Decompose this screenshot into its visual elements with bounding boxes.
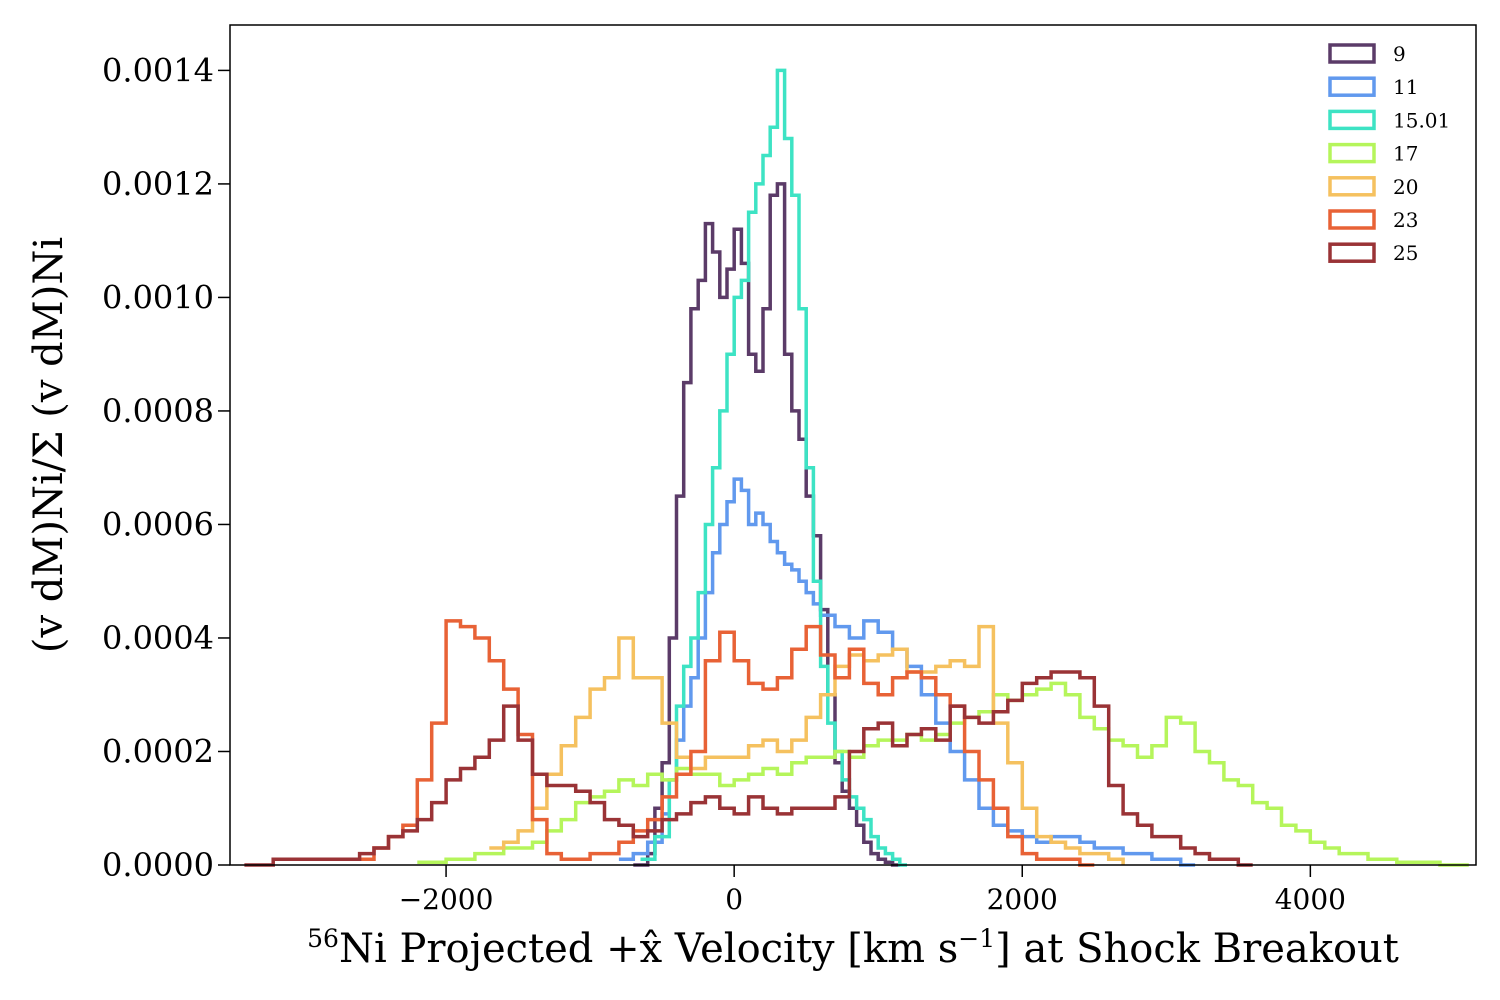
y-tick-label: 0.0002: [102, 732, 214, 770]
y-tick-label: 0.0008: [102, 392, 214, 430]
legend-label-11: 11: [1393, 75, 1418, 99]
series-line-25: [244, 670, 1253, 867]
x-axis: −2000 0 2000 4000: [399, 865, 1346, 916]
x-tick-label: −2000: [399, 883, 494, 916]
legend-label-17: 17: [1393, 142, 1418, 166]
legend-swatch-11: [1328, 76, 1376, 97]
y-axis: 0.0000 0.0002 0.0004 0.0006 0.0008 0.0010 0.00…: [102, 51, 230, 884]
x-tick-label: 0: [725, 883, 743, 916]
y-tick-label: 0.0004: [102, 619, 214, 657]
legend-swatch-15.01: [1328, 109, 1376, 131]
y-tick-label: 0.0010: [102, 278, 214, 316]
y-tick-label: 0.0000: [102, 846, 214, 884]
series-line-17: [417, 681, 1469, 867]
x-axis-label-exponent: −1: [958, 924, 995, 953]
x-tick-label: 2000: [987, 883, 1058, 916]
legend-swatch-17: [1328, 142, 1376, 164]
series-line-20: [489, 624, 1125, 865]
legend-label-23: 23: [1393, 208, 1418, 232]
series-line-9: [633, 182, 900, 867]
x-axis-label-tail: ] at Shock Breakout: [995, 926, 1399, 972]
legend-swatch-25: [1328, 242, 1376, 263]
legend: 9 11 15.01 17 20 23 25: [1328, 42, 1450, 265]
series-line-15.01: [640, 68, 907, 867]
legend-label-25: 25: [1393, 241, 1418, 265]
legend-label-15.01: 15.01: [1393, 108, 1450, 132]
y-axis-label: (v dM)Ni/Σ (v dM)Ni: [26, 237, 72, 653]
y-tick-label: 0.0006: [102, 505, 214, 543]
legend-swatch-9: [1328, 43, 1376, 64]
legend-label-20: 20: [1393, 175, 1418, 199]
series-layer: [244, 68, 1469, 867]
y-tick-label: 0.0014: [102, 51, 214, 89]
series-line-23: [359, 619, 1095, 867]
legend-swatch-23: [1328, 209, 1376, 230]
x-tick-label: 4000: [1275, 883, 1346, 916]
legend-swatch-20: [1328, 176, 1376, 197]
x-axis-label-superscript: 56: [307, 924, 339, 953]
y-tick-label: 0.0012: [102, 165, 214, 203]
x-axis-label-main: Ni Projected +x̂ Velocity [km s: [339, 926, 958, 972]
x-axis-label: 56Ni Projected +x̂ Velocity [km s−1] at …: [307, 924, 1399, 972]
plot-frame: [229, 24, 1477, 866]
legend-label-9: 9: [1393, 42, 1406, 66]
